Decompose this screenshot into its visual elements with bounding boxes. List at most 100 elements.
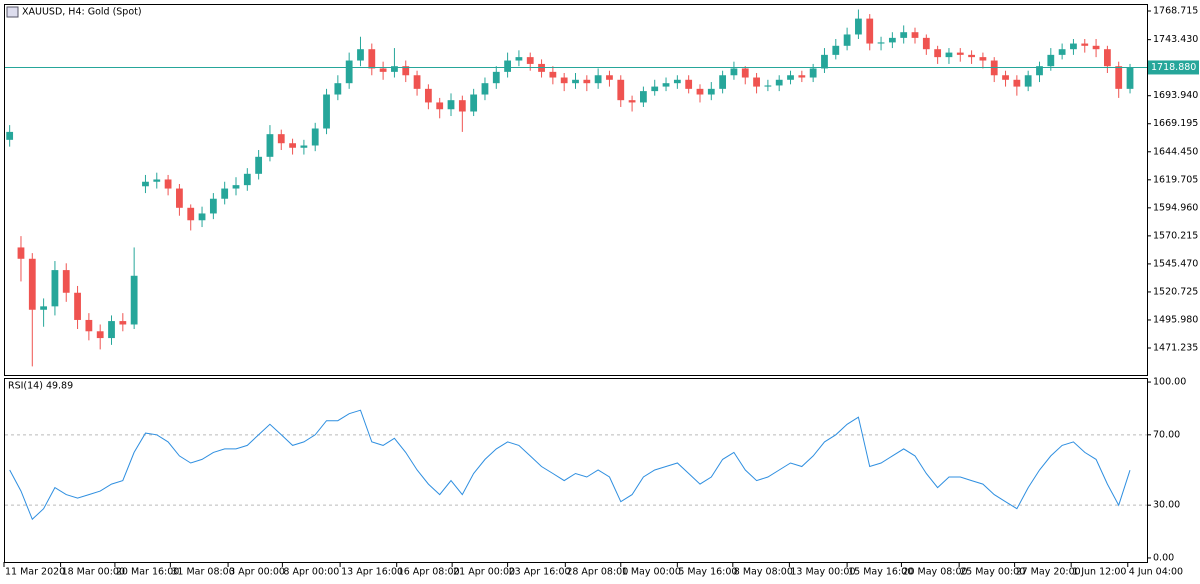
x-tick-label: 3 Apr 00:00 <box>229 567 285 578</box>
candle-body <box>492 71 500 84</box>
candle-body <box>775 79 783 86</box>
candle-body <box>187 207 195 221</box>
candle-body <box>707 88 715 95</box>
candle-body <box>821 54 828 69</box>
candle-body <box>1070 43 1077 50</box>
candle-body <box>379 68 387 72</box>
candle-body <box>798 75 806 78</box>
candle-body <box>945 52 953 58</box>
candle-body <box>1024 75 1032 87</box>
candle-body <box>436 102 444 110</box>
candle-body <box>62 270 70 293</box>
rsi-line <box>9 409 1131 521</box>
y-tick-label: 1570.215 <box>1153 230 1198 241</box>
symbol-icon <box>6 6 19 18</box>
candle-body <box>391 66 398 72</box>
candle-body <box>628 100 636 103</box>
y-tick-label: 30.00 <box>1153 500 1180 511</box>
candle-body <box>17 247 25 259</box>
x-tick-label: 31 Mar 08:00 <box>171 567 234 578</box>
candle-body <box>323 94 330 129</box>
candle-body <box>402 66 410 76</box>
candle-body <box>753 77 760 87</box>
candle-body <box>594 75 602 84</box>
price-label: 1718.880 <box>1151 62 1196 73</box>
candle-body <box>968 54 975 58</box>
x-tick-label: 8 Apr 00:00 <box>283 567 339 578</box>
candle-body <box>334 83 342 95</box>
y-tick-label: 1768.715 <box>1153 6 1198 17</box>
candle-body <box>651 86 659 92</box>
candle-body <box>719 75 727 89</box>
candle-body <box>1047 54 1055 67</box>
x-tick-label: 23 Apr 16:00 <box>509 567 571 578</box>
candle-body <box>28 258 36 310</box>
candle-body <box>685 79 693 89</box>
candle-body <box>130 275 138 325</box>
candle-body <box>934 49 942 58</box>
candle-body <box>640 91 647 103</box>
candle-body <box>345 60 353 84</box>
candle-body <box>424 88 432 103</box>
price-label-box <box>1148 60 1199 75</box>
x-tick-label: 5 May 16:00 <box>678 567 737 578</box>
candle-body <box>413 75 421 89</box>
y-tick-label: 1669.195 <box>1153 118 1198 129</box>
candle-body <box>153 179 161 182</box>
candle-body <box>673 79 681 84</box>
candle-body <box>662 83 670 87</box>
y-tick-label: 0.00 <box>1153 552 1174 563</box>
candle-body <box>255 156 263 174</box>
x-tick-label: 25 May 00:00 <box>960 567 1025 578</box>
candle-body <box>176 188 183 208</box>
candle-body <box>515 57 523 61</box>
candle-body <box>1058 49 1066 55</box>
candle-body <box>85 319 93 332</box>
rsi-panel <box>4 378 1148 563</box>
candle-body <box>843 34 851 46</box>
x-tick-label: 21 Apr 00:00 <box>453 567 515 578</box>
candle-body <box>922 37 930 50</box>
candle-body <box>96 331 104 339</box>
candle-body <box>198 213 206 221</box>
candle-body <box>1013 79 1021 87</box>
candle-body <box>696 88 704 95</box>
y-tick-label: 1619.705 <box>1153 174 1198 185</box>
candle-body <box>300 145 308 148</box>
candle-body <box>74 292 81 320</box>
candle-body <box>572 79 579 84</box>
candle-body <box>164 179 172 189</box>
x-tick-label: 28 Apr 08:00 <box>566 567 628 578</box>
candle-body <box>583 79 591 84</box>
candle-body <box>560 77 568 84</box>
candle-body <box>277 134 285 144</box>
price-panel <box>4 4 1148 376</box>
x-tick-label: 1 Jun 12:00 <box>1072 567 1126 578</box>
x-tick-label: 11 Mar 2020 <box>5 567 65 578</box>
y-tick-label: 1743.430 <box>1153 34 1198 45</box>
candle-body <box>911 32 919 38</box>
x-tick-label: 27 May 20:00 <box>1016 567 1081 578</box>
candle-body <box>730 68 738 76</box>
candle-body <box>209 198 217 214</box>
x-tick-label: 1 May 00:00 <box>622 567 681 578</box>
candle-body <box>40 306 48 310</box>
candle-body <box>289 143 296 148</box>
candle-body <box>606 75 613 80</box>
candle-body <box>368 49 376 69</box>
x-tick-label: 8 May 08:00 <box>734 567 793 578</box>
candle-body <box>877 42 885 44</box>
candle-body <box>142 181 149 187</box>
y-tick-label: 1644.450 <box>1153 146 1198 157</box>
candle-body <box>1115 66 1123 89</box>
candle-body <box>6 131 14 140</box>
candle-body <box>481 83 489 95</box>
x-tick-label: 15 May 16:00 <box>848 567 913 578</box>
candle-body <box>855 18 862 35</box>
candle-body <box>119 321 127 325</box>
candle-body <box>221 188 229 199</box>
y-tick-label: 1693.940 <box>1153 90 1198 101</box>
candle-body <box>809 68 817 78</box>
